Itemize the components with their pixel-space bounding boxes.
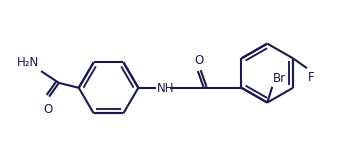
Text: H₂N: H₂N [17, 56, 39, 69]
Text: F: F [308, 71, 315, 84]
Text: NH: NH [157, 82, 175, 95]
Text: O: O [194, 54, 203, 67]
Text: O: O [43, 103, 52, 115]
Text: Br: Br [273, 72, 286, 85]
